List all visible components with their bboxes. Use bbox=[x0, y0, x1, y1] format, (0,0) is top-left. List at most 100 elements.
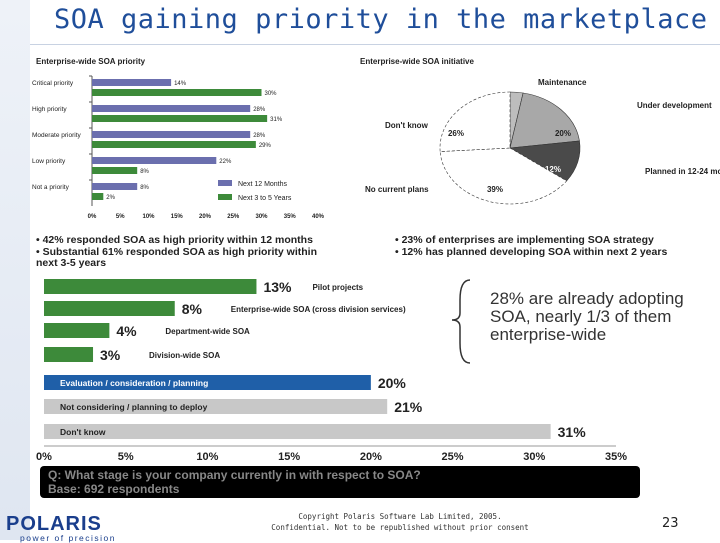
bar bbox=[92, 183, 138, 190]
bar bbox=[44, 424, 551, 439]
bar-value-label: 13% bbox=[263, 279, 292, 295]
slice-value-label: 12% bbox=[545, 165, 561, 174]
bar-label: 8% bbox=[140, 169, 149, 175]
legend-swatch bbox=[218, 194, 232, 200]
bullet-item: • Substantial 61% responded SOA as high … bbox=[36, 245, 317, 269]
bar-value-label: 31% bbox=[558, 424, 587, 440]
slice-category-label: Planned in 12-24 months bbox=[645, 167, 720, 176]
bar-category-label: Enterprise-wide SOA (cross division serv… bbox=[231, 305, 406, 314]
bar-value-label: 4% bbox=[116, 323, 137, 339]
slice-value-label: 39% bbox=[487, 185, 503, 194]
x-tick-label: 40% bbox=[312, 214, 325, 220]
bar-value-label: 20% bbox=[378, 375, 407, 391]
bar bbox=[44, 323, 110, 338]
slice-category-label: No current plans bbox=[365, 185, 429, 194]
right-bullets: • 23% of enterprises are implementing SO… bbox=[395, 234, 685, 258]
adoption-callout: 28% are already adopting SOA, nearly 1/3… bbox=[490, 289, 684, 344]
slice-value-label: 26% bbox=[448, 129, 464, 138]
bar bbox=[44, 375, 371, 390]
left-decorative-strip bbox=[0, 0, 30, 540]
category-label: Critical priority bbox=[32, 80, 74, 87]
legend-label: Next 12 Months bbox=[238, 181, 288, 188]
priority-chart-title: Enterprise-wide SOA priority bbox=[36, 57, 146, 66]
bar bbox=[44, 399, 388, 414]
category-label: High priority bbox=[32, 106, 67, 113]
x-tick-label: 10% bbox=[196, 451, 218, 463]
x-tick-label: 25% bbox=[227, 214, 240, 220]
bar-label: 29% bbox=[259, 143, 272, 149]
bar bbox=[44, 279, 257, 294]
survey-base: Base: 692 respondents bbox=[48, 482, 180, 496]
bar bbox=[44, 301, 175, 316]
page-number: 23 bbox=[662, 516, 679, 531]
bar bbox=[92, 157, 217, 164]
bar-value-label: 3% bbox=[100, 347, 121, 363]
x-tick-label: 5% bbox=[118, 451, 134, 463]
bar-category-label: Evaluation / consideration / planning bbox=[60, 378, 208, 388]
bar-category-label: Not considering / planning to deploy bbox=[60, 402, 208, 412]
bar-label: 31% bbox=[270, 117, 283, 123]
category-label: Not a priority bbox=[32, 184, 70, 191]
initiative-chart-title: Enterprise-wide SOA initiative bbox=[360, 57, 474, 66]
stage-chart: 13% Pilot projects 8% Enterprise-wide SOA (… bbox=[36, 279, 627, 463]
bar-category-label: Pilot projects bbox=[312, 283, 363, 292]
x-tick-label: 30% bbox=[255, 214, 268, 220]
bar bbox=[92, 141, 256, 148]
x-tick-label: 0% bbox=[88, 214, 97, 220]
bar bbox=[92, 105, 251, 112]
bar bbox=[92, 131, 251, 138]
bullet-item: • 12% has planned developing SOA within … bbox=[395, 245, 668, 258]
logo-tagline: power of precision bbox=[20, 533, 116, 543]
bar-value-label: 8% bbox=[182, 301, 203, 317]
slice-category-label: Under development bbox=[637, 101, 712, 110]
x-tick-label: 20% bbox=[360, 451, 382, 463]
bar-label: 28% bbox=[253, 133, 266, 139]
survey-question-box: Q: What stage is your company currently … bbox=[40, 466, 640, 498]
bar-label: 22% bbox=[219, 159, 232, 165]
bar bbox=[92, 167, 138, 174]
legend-label: Next 3 to 5 Years bbox=[238, 195, 292, 202]
x-tick-label: 20% bbox=[199, 214, 212, 220]
grouping-brace bbox=[451, 279, 471, 364]
legend-swatch bbox=[218, 180, 232, 186]
bar-label: 14% bbox=[174, 81, 187, 87]
bullet-item: • 23% of enterprises are implementing SO… bbox=[395, 234, 654, 246]
x-tick-label: 25% bbox=[442, 451, 464, 463]
copyright-text: Copyright Polaris Software Lab Limited, … bbox=[298, 512, 502, 521]
left-bullets: • 42% responded SOA as high priority wit… bbox=[36, 234, 326, 270]
pie-slice bbox=[509, 92, 580, 149]
bar bbox=[92, 115, 268, 122]
slice-category-label: Don't know bbox=[385, 121, 429, 130]
pie-slice bbox=[439, 147, 568, 205]
bar-label: 2% bbox=[106, 195, 115, 201]
confidential-text: Confidential. Not to be republished with… bbox=[271, 523, 529, 532]
slice-value-label: 20% bbox=[555, 129, 571, 138]
bar-category-label: Department-wide SOA bbox=[165, 327, 250, 336]
bullet-item: • 42% responded SOA as high priority wit… bbox=[36, 234, 313, 246]
x-tick-label: 35% bbox=[284, 214, 297, 220]
bar-category-label: Don't know bbox=[60, 427, 106, 437]
bar bbox=[92, 193, 104, 200]
x-tick-label: 5% bbox=[116, 214, 125, 220]
bar-value-label: 21% bbox=[394, 399, 423, 415]
priority-chart: Critical priority 14% 30% High priority 28% 3… bbox=[32, 75, 325, 220]
x-tick-label: 15% bbox=[171, 214, 184, 220]
bar bbox=[92, 79, 172, 86]
x-tick-label: 10% bbox=[142, 214, 155, 220]
logo-name: POLARIS bbox=[6, 513, 102, 535]
category-label: Low priority bbox=[32, 158, 66, 165]
polaris-logo: POLARIS power of precision bbox=[6, 514, 116, 543]
x-tick-label: 15% bbox=[278, 451, 300, 463]
x-tick-label: 35% bbox=[605, 451, 627, 463]
bar-label: 28% bbox=[253, 107, 266, 113]
bar-category-label: Division-wide SOA bbox=[149, 351, 220, 360]
slice-category-label: Maintenance bbox=[538, 78, 587, 87]
bar-label: 30% bbox=[265, 91, 278, 97]
title-divider bbox=[30, 44, 720, 45]
category-label: Moderate priority bbox=[32, 132, 82, 139]
survey-question: Q: What stage is your company currently … bbox=[48, 468, 421, 482]
slide-title: SOA gaining priority in the marketplace bbox=[54, 4, 708, 35]
bar-label: 8% bbox=[140, 185, 149, 191]
pie-slice bbox=[439, 91, 511, 152]
